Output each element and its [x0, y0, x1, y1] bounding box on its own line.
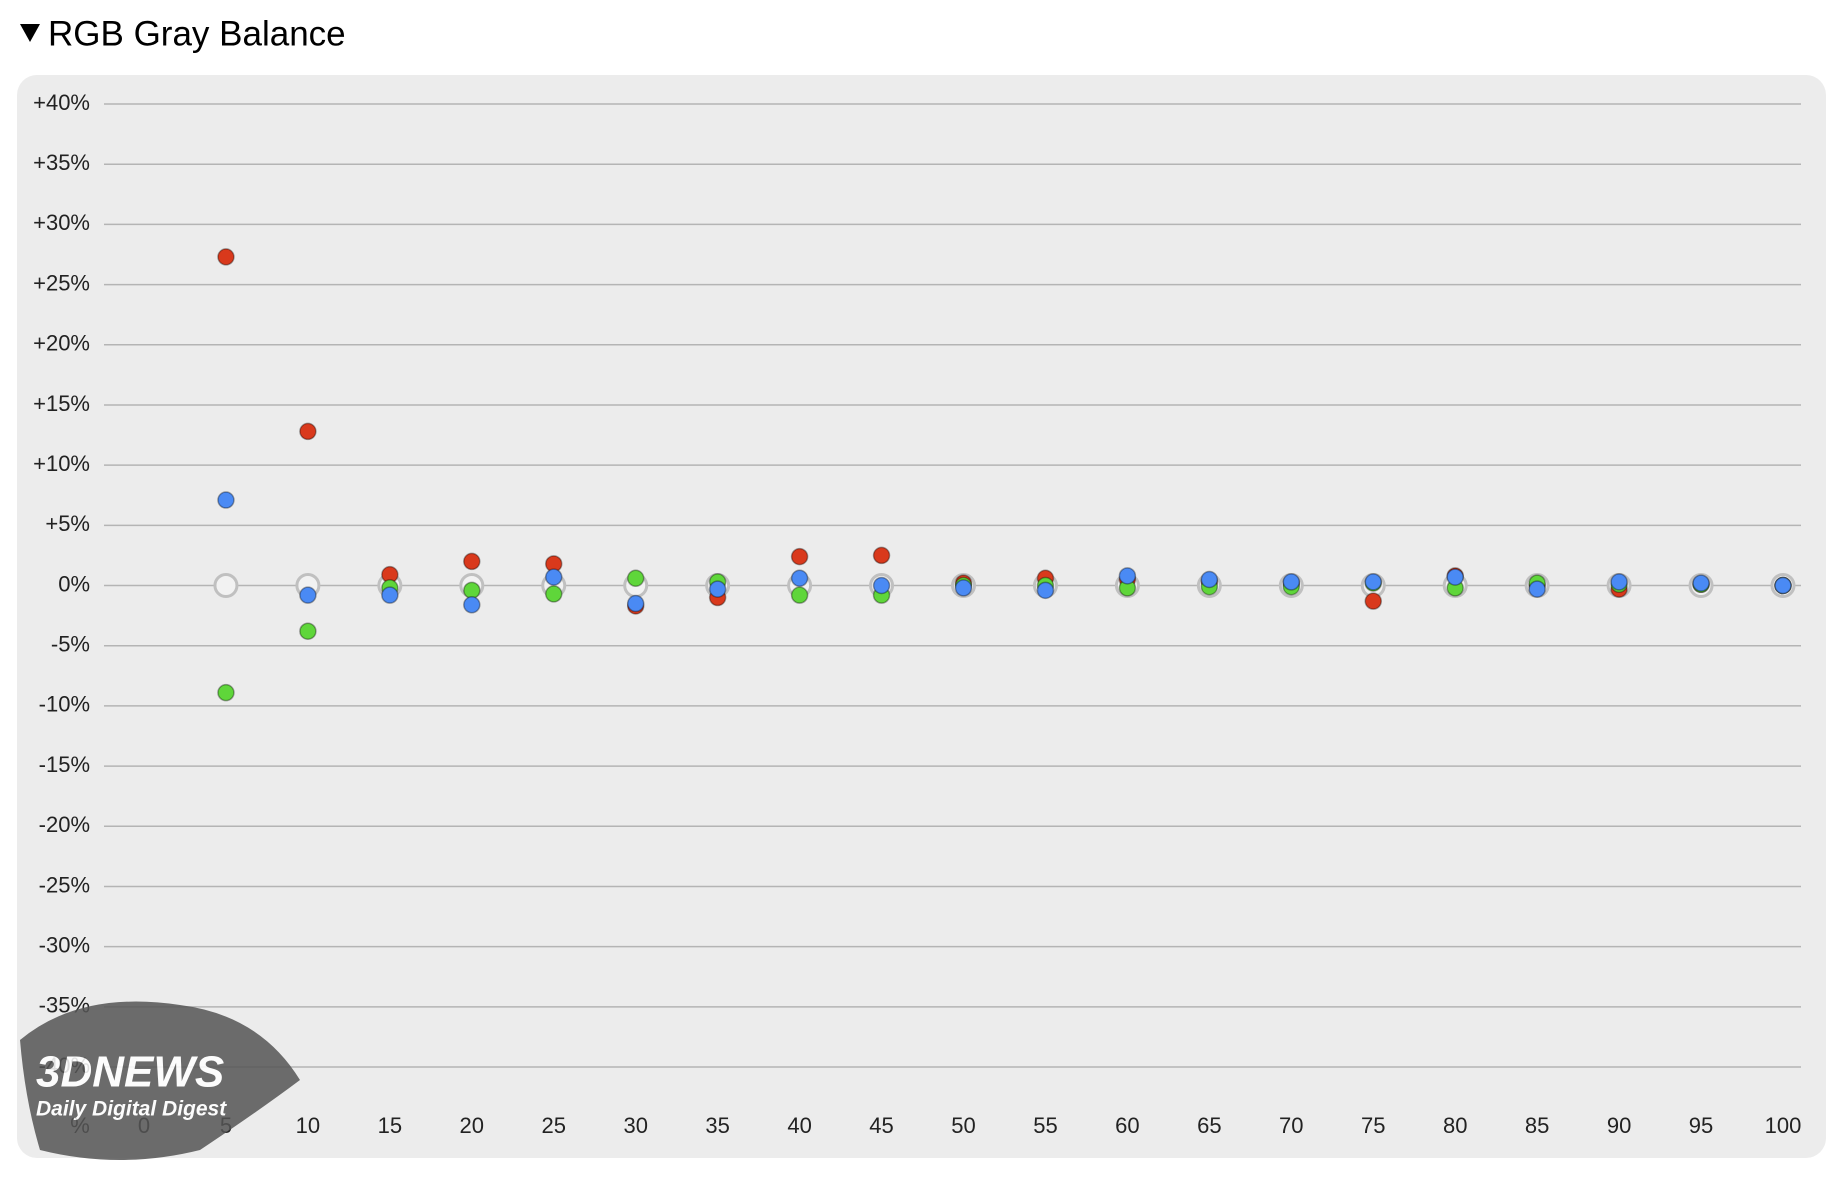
data-point	[299, 586, 317, 604]
y-tick-label: -30%	[39, 932, 90, 957]
y-tick-label: -25%	[39, 872, 90, 897]
data-point	[626, 594, 645, 613]
y-tick-label: 0%	[58, 571, 90, 596]
y-tick-label: -20%	[39, 812, 90, 837]
y-tick-label: -10%	[39, 692, 90, 717]
data-point	[1282, 573, 1301, 591]
x-tick-label: 60	[1115, 1113, 1139, 1138]
y-tick-label: +20%	[33, 331, 90, 356]
data-point	[1200, 570, 1219, 589]
data-point	[463, 581, 481, 600]
data-point	[1364, 573, 1382, 591]
data-point	[872, 546, 891, 565]
x-tick-label: 80	[1443, 1113, 1467, 1138]
x-tick-label: 15	[378, 1113, 402, 1138]
x-tick-label: 30	[623, 1113, 647, 1138]
x-tick-label: 35	[705, 1113, 729, 1138]
x-tick-label: 75	[1361, 1113, 1385, 1138]
data-point	[299, 622, 317, 640]
data-point	[463, 596, 481, 614]
data-point	[1692, 574, 1710, 592]
x-tick-label: 85	[1525, 1113, 1549, 1138]
data-point	[217, 248, 235, 266]
watermark-logo: 3DNEWS	[36, 1048, 224, 1097]
watermark: 3DNEWS Daily Digital Digest	[20, 1001, 300, 1160]
y-tick-label: +15%	[33, 391, 90, 416]
x-tick-label: 95	[1689, 1113, 1713, 1138]
y-tick-label: -5%	[51, 632, 90, 657]
data-point	[213, 573, 239, 598]
y-tick-label: +40%	[33, 90, 90, 115]
data-point	[1364, 592, 1382, 610]
collapse-triangle[interactable]	[20, 24, 40, 42]
data-point	[217, 491, 235, 509]
x-tick-label: 50	[951, 1113, 975, 1138]
data-point	[545, 585, 563, 603]
x-tick-label: 100	[1765, 1113, 1802, 1138]
data-point	[463, 552, 481, 571]
data-point	[1036, 581, 1055, 600]
data-point	[708, 580, 727, 598]
y-tick-label: -15%	[39, 752, 90, 777]
data-point	[1118, 567, 1137, 585]
data-point	[299, 422, 317, 441]
data-point	[1446, 568, 1464, 586]
chart-title: RGB Gray Balance	[48, 14, 346, 53]
data-point	[1610, 573, 1628, 591]
data-point	[790, 569, 809, 588]
data-point	[790, 586, 809, 604]
x-tick-label: 90	[1607, 1113, 1631, 1138]
x-tick-label: 40	[787, 1113, 811, 1138]
x-tick-label: 65	[1197, 1113, 1221, 1138]
x-tick-label: 20	[460, 1113, 484, 1138]
y-tick-label: +30%	[33, 210, 90, 235]
x-tick-label: 45	[869, 1113, 893, 1138]
x-tick-label: 10	[296, 1113, 320, 1138]
panel	[17, 75, 1826, 1158]
x-tick-label: 55	[1033, 1113, 1057, 1138]
data-point	[954, 579, 973, 597]
x-tick-label: 70	[1279, 1113, 1303, 1138]
data-point	[790, 547, 809, 566]
data-point	[626, 569, 645, 588]
data-point	[381, 586, 399, 604]
x-tick-label: 25	[542, 1113, 566, 1138]
watermark-shape	[20, 1001, 300, 1160]
data-point	[545, 568, 563, 586]
y-tick-label: +10%	[33, 451, 90, 476]
data-point	[872, 576, 891, 595]
y-tick-label: +35%	[33, 150, 90, 175]
y-tick-label: +25%	[33, 270, 90, 295]
data-point	[1528, 580, 1546, 598]
data-point	[217, 683, 235, 702]
y-tick-label: +5%	[45, 511, 90, 536]
watermark-tagline: Daily Digital Digest	[36, 1098, 227, 1121]
data-point	[1774, 576, 1792, 595]
